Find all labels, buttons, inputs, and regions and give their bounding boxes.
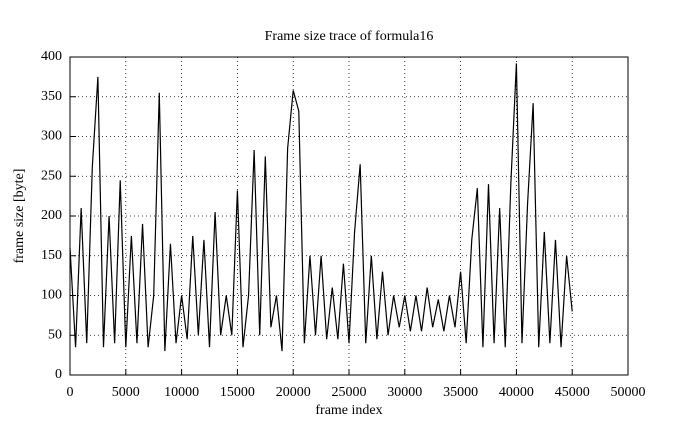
y-tick-label: 100 — [41, 288, 62, 303]
y-tick-label: 400 — [41, 49, 62, 64]
y-tick-label: 0 — [55, 367, 62, 382]
x-tick-label: 50000 — [611, 385, 646, 400]
plot-frame — [69, 56, 629, 376]
y-tick-label: 150 — [41, 248, 62, 263]
x-tick-label: 20000 — [276, 385, 311, 400]
data-line — [69, 63, 573, 352]
x-tick-label: 15000 — [220, 385, 255, 400]
y-tick-label: 350 — [41, 89, 62, 104]
x-tick-label: 25000 — [332, 385, 367, 400]
x-tick-label: 30000 — [387, 385, 422, 400]
x-tick-label: 40000 — [499, 385, 534, 400]
y-tick-label: 250 — [41, 168, 62, 183]
y-tick-label: 200 — [41, 208, 62, 223]
x-axis-label: frame index — [315, 403, 382, 418]
y-axis-label: frame size [byte] — [12, 169, 27, 264]
x-tick-label: 35000 — [443, 385, 478, 400]
x-tick-label: 0 — [67, 385, 74, 400]
y-tick-label: 300 — [41, 129, 62, 144]
y-tick-label: 50 — [48, 327, 62, 342]
x-tick-label: 5000 — [112, 385, 140, 400]
chart-title: Frame size trace of formula16 — [265, 29, 434, 44]
x-tick-label: 10000 — [164, 385, 199, 400]
x-tick-label: 45000 — [555, 385, 590, 400]
